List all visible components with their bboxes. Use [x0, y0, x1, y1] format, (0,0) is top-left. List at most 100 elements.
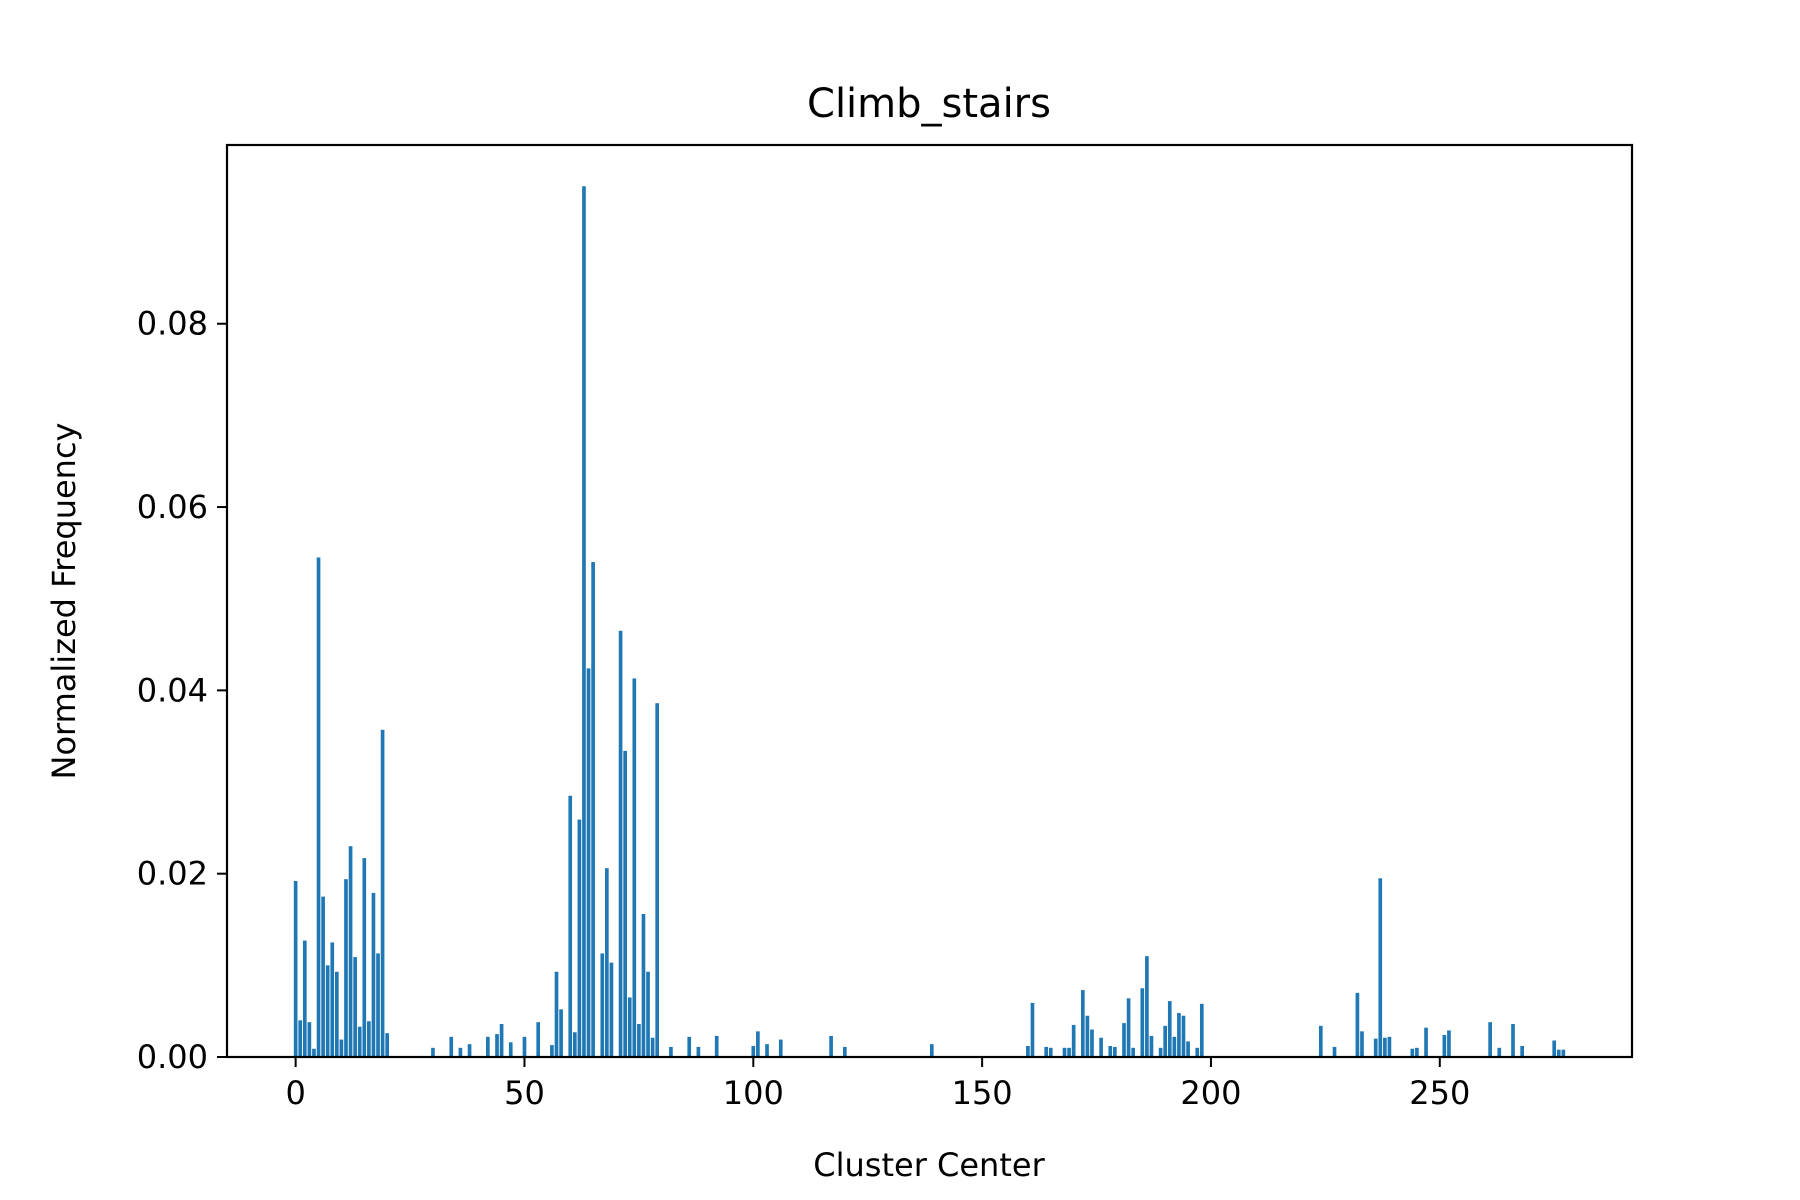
bar-82 [669, 1046, 673, 1057]
bar-139 [929, 1044, 934, 1057]
bar-233 [1360, 1031, 1364, 1057]
bar-11 [344, 879, 348, 1057]
bar-30 [431, 1047, 435, 1057]
bar-193 [1177, 1013, 1181, 1057]
bar-161 [1030, 1002, 1035, 1057]
bar-251 [1442, 1035, 1447, 1057]
bar-186 [1145, 956, 1149, 1057]
bar-50 [522, 1036, 527, 1057]
bar-169 [1067, 1047, 1071, 1057]
bar-190 [1163, 1025, 1168, 1057]
bar-247 [1424, 1027, 1428, 1057]
y-tick-label: 0.02 [137, 855, 208, 893]
bar-69 [609, 962, 614, 1057]
bar-189 [1158, 1047, 1163, 1057]
bar-61 [572, 1032, 577, 1057]
bar-168 [1062, 1047, 1067, 1057]
bar-178 [1108, 1046, 1113, 1057]
bar-100 [751, 1046, 756, 1057]
bar-77 [646, 971, 650, 1057]
bar-192 [1172, 1036, 1177, 1057]
bar-275 [1552, 1040, 1557, 1057]
y-tick-label: 0.06 [137, 488, 208, 526]
bar-3 [307, 1022, 312, 1057]
bar-277 [1561, 1049, 1566, 1057]
bar-86 [687, 1036, 692, 1057]
bar-0 [293, 881, 298, 1057]
bar-117 [829, 1035, 833, 1057]
x-tick-label: 50 [504, 1074, 545, 1112]
bar-63 [582, 186, 586, 1057]
bar-261 [1488, 1022, 1492, 1057]
bar-72 [623, 750, 627, 1057]
bar-182 [1126, 998, 1131, 1057]
bar-185 [1140, 988, 1145, 1057]
bar-106 [778, 1039, 783, 1057]
bar-236 [1373, 1038, 1378, 1057]
bar-191 [1167, 1001, 1172, 1057]
bar-268 [1520, 1046, 1524, 1057]
bar-58 [559, 1009, 563, 1057]
bar-14 [357, 1026, 362, 1057]
bar-172 [1080, 990, 1085, 1057]
bar-79 [655, 703, 660, 1057]
bar-15 [362, 858, 367, 1057]
bar-176 [1099, 1037, 1103, 1057]
bar-20 [385, 1033, 390, 1057]
bar-36 [458, 1047, 463, 1057]
bars-group [293, 186, 1566, 1057]
bar-73 [627, 997, 632, 1057]
bar-34 [449, 1036, 454, 1057]
chart-title: Climb_stairs [807, 81, 1051, 127]
bar-120 [843, 1046, 847, 1057]
bar-76 [641, 914, 646, 1057]
bar-5 [316, 557, 321, 1057]
bar-103 [765, 1044, 769, 1057]
bar-47 [508, 1042, 513, 1057]
x-tick-label: 100 [723, 1074, 784, 1112]
bar-18 [376, 953, 380, 1057]
bar-68 [605, 868, 609, 1057]
bar-78 [650, 1037, 655, 1057]
y-tick-label: 0.00 [137, 1038, 208, 1076]
x-tick-label: 150 [952, 1074, 1013, 1112]
bar-56 [550, 1045, 554, 1057]
bar-183 [1131, 1047, 1135, 1057]
bar-13 [353, 957, 357, 1057]
bar-45 [499, 1024, 504, 1057]
bar-227 [1332, 1046, 1337, 1057]
bar-187 [1149, 1035, 1154, 1057]
bar-88 [696, 1046, 701, 1057]
y-tick-label: 0.08 [137, 305, 208, 343]
bar-17 [371, 892, 376, 1057]
bar-9 [335, 971, 339, 1057]
bar-194 [1181, 1015, 1186, 1057]
bar-170 [1071, 1024, 1076, 1057]
bar-57 [554, 971, 559, 1057]
bar-6 [321, 896, 325, 1057]
y-tick-label: 0.04 [137, 671, 208, 709]
bar-1 [298, 1020, 303, 1057]
bar-67 [600, 953, 605, 1057]
bar-53 [536, 1022, 541, 1057]
y-axis-ticks: 0.00 0.02 0.04 0.06 0.08 [137, 305, 227, 1076]
bar-239 [1387, 1036, 1392, 1057]
bar-101 [756, 1031, 760, 1057]
bar-44 [495, 1034, 499, 1057]
bar-38 [467, 1044, 472, 1057]
bar-232 [1355, 992, 1360, 1057]
x-tick-label: 0 [285, 1074, 305, 1112]
bar-165 [1048, 1047, 1053, 1057]
bar-12 [348, 846, 353, 1057]
bar-174 [1090, 1029, 1094, 1057]
bar-2 [302, 940, 307, 1057]
bar-198 [1199, 1003, 1204, 1057]
bar-164 [1044, 1046, 1049, 1057]
bar-160 [1026, 1046, 1030, 1057]
bar-7 [325, 965, 330, 1057]
bar-4 [312, 1048, 316, 1057]
bar-181 [1122, 1023, 1126, 1057]
bar-65 [591, 562, 595, 1057]
bar-244 [1410, 1048, 1415, 1057]
bar-238 [1383, 1037, 1387, 1057]
